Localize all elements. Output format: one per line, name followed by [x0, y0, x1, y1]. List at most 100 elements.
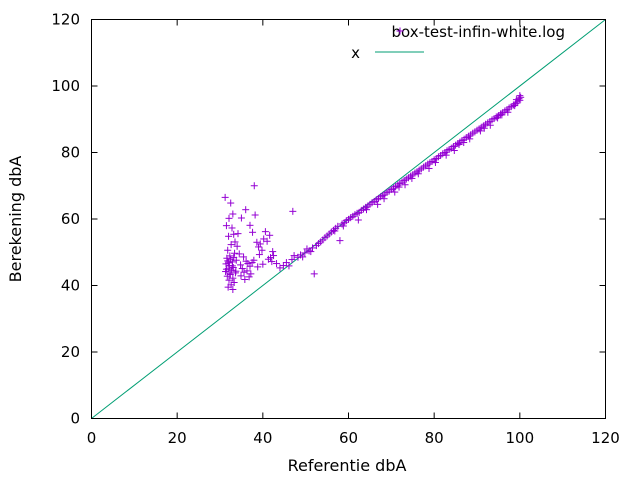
- data-point: [241, 276, 249, 284]
- data-point: [251, 211, 259, 219]
- data-point: [476, 127, 484, 135]
- data-point: [263, 237, 271, 245]
- data-point: [339, 222, 347, 230]
- data-point: [498, 111, 506, 119]
- x-tick-label: 80: [425, 429, 444, 447]
- data-point: [310, 270, 318, 278]
- y-tick-label: 40: [61, 277, 80, 295]
- data-point: [225, 276, 233, 284]
- data-point: [228, 224, 236, 232]
- data-point: [256, 240, 264, 248]
- data-point: [232, 267, 240, 275]
- data-points-series: [221, 92, 525, 293]
- data-point: [307, 248, 315, 256]
- y-axis-tick-labels: 0 20 40 60 80 100 120: [51, 11, 80, 428]
- data-point: [336, 237, 344, 245]
- data-point: [305, 247, 313, 255]
- data-point: [222, 222, 230, 230]
- data-point: [224, 246, 232, 254]
- data-point: [231, 238, 239, 246]
- data-point: [247, 270, 255, 278]
- data-point: [249, 228, 257, 236]
- data-point: [255, 243, 263, 251]
- data-point: [237, 214, 245, 222]
- x-tick-label: 0: [87, 429, 97, 447]
- data-point: [234, 230, 242, 238]
- data-point: [460, 139, 468, 147]
- data-point: [374, 200, 382, 208]
- data-point: [288, 256, 296, 264]
- data-point: [240, 268, 248, 276]
- data-point: [240, 253, 248, 261]
- data-point: [231, 249, 239, 257]
- data-point: [425, 164, 433, 172]
- y-tick-label: 20: [61, 343, 80, 361]
- data-point: [268, 258, 276, 266]
- data-point: [285, 262, 293, 270]
- data-point: [259, 260, 267, 268]
- data-point: [380, 195, 388, 203]
- y-tick-label: 80: [61, 144, 80, 162]
- data-point: [331, 227, 339, 235]
- data-point: [480, 124, 488, 132]
- data-point: [504, 108, 512, 116]
- x-axis-tick-labels: 0 20 40 60 80 100 120: [87, 429, 620, 447]
- x-axis-label: Referentie dbA: [288, 456, 407, 475]
- data-point: [250, 182, 258, 190]
- y-tick-label: 120: [51, 11, 80, 29]
- data-point: [266, 231, 274, 239]
- data-point: [227, 255, 235, 263]
- data-point: [455, 141, 463, 149]
- data-point: [246, 221, 254, 229]
- data-point: [408, 174, 416, 182]
- data-point: [254, 263, 262, 271]
- data-point: [246, 262, 254, 270]
- data-point: [401, 181, 409, 189]
- data-point: [517, 93, 525, 101]
- data-point: [269, 248, 277, 256]
- data-point: [511, 102, 519, 110]
- data-point: [273, 260, 281, 268]
- y-tick-label: 0: [70, 410, 80, 428]
- data-point: [395, 183, 403, 191]
- data-point: [253, 238, 261, 246]
- x-tick-label: 120: [591, 429, 620, 447]
- legend-label-line: x: [351, 44, 360, 62]
- data-point: [233, 242, 241, 250]
- data-point: [229, 285, 237, 293]
- data-point: [224, 257, 232, 265]
- data-point: [494, 114, 502, 122]
- data-point: [228, 262, 236, 270]
- data-point: [289, 207, 297, 215]
- data-point: [450, 147, 458, 155]
- data-point: [245, 273, 253, 281]
- data-point: [258, 246, 266, 254]
- legend: box-test-infin-white.log x: [351, 23, 565, 62]
- data-point: [299, 253, 307, 261]
- data-point: [431, 158, 439, 166]
- x-tick-label: 60: [339, 429, 358, 447]
- y-tick-label: 60: [61, 210, 80, 228]
- data-point: [227, 241, 235, 249]
- data-point: [414, 170, 422, 178]
- data-point: [391, 188, 399, 196]
- data-point: [261, 228, 269, 236]
- data-point: [235, 250, 243, 258]
- x-tick-label: 20: [168, 429, 187, 447]
- x-tick-label: 100: [506, 429, 535, 447]
- data-point: [221, 193, 229, 201]
- data-point: [226, 269, 234, 277]
- data-point: [354, 216, 362, 224]
- data-point: [290, 252, 298, 260]
- data-point: [270, 252, 278, 260]
- data-point: [301, 249, 309, 257]
- y-axis-label: Berekening dbA: [6, 156, 25, 283]
- axis-ticks: [91, 19, 606, 419]
- data-point: [228, 266, 236, 274]
- data-point: [230, 230, 238, 238]
- legend-plus-marker: [396, 27, 404, 35]
- legend-marker-points: [396, 27, 404, 35]
- data-point: [242, 206, 250, 214]
- data-point: [225, 214, 233, 222]
